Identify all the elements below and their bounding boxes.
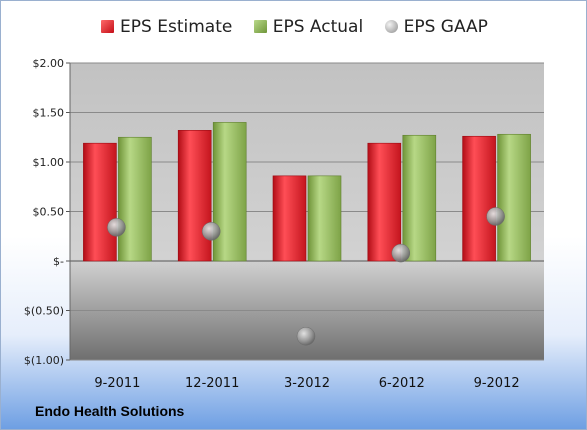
legend-swatch-eps-actual xyxy=(253,20,267,33)
marker-eps-gaap xyxy=(296,326,316,346)
y-tick-label: $0.50 xyxy=(33,206,65,219)
marker-eps-gaap xyxy=(391,243,411,263)
bar-eps-actual xyxy=(402,134,437,262)
x-tick-label: 3-2012 xyxy=(284,376,330,391)
legend-label-eps-estimate: EPS Estimate xyxy=(120,17,233,37)
bar-eps-actual xyxy=(307,175,342,262)
company-name: Endo Health Solutions xyxy=(35,403,185,419)
legend-item-eps-actual: EPS Actual xyxy=(253,17,364,37)
y-tick-label: $1.00 xyxy=(33,156,65,169)
legend-label-eps-actual: EPS Actual xyxy=(272,17,364,37)
y-tick-label: $2.00 xyxy=(33,57,65,70)
bar-eps-estimate xyxy=(367,142,402,262)
marker-eps-gaap xyxy=(201,222,221,241)
legend-item-eps-estimate: EPS Estimate xyxy=(101,17,232,37)
legend-swatch-eps-estimate xyxy=(101,20,115,33)
bar-eps-actual xyxy=(118,136,152,262)
bar-eps-estimate xyxy=(83,142,117,262)
x-tick-label: 6-2012 xyxy=(379,376,425,391)
y-tick-label: $(0.50) xyxy=(24,305,64,318)
x-tick-label: 9-2012 xyxy=(474,376,520,391)
marker-eps-gaap xyxy=(107,218,126,237)
y-tick-label: $- xyxy=(53,255,64,268)
bar-eps-actual xyxy=(212,122,247,262)
legend-swatch-eps-gaap xyxy=(384,20,398,33)
legend-item-eps-gaap: EPS GAAP xyxy=(384,17,488,37)
chart-legend: EPS Estimate EPS Actual EPS GAAP xyxy=(1,17,587,37)
bar-eps-estimate xyxy=(272,175,307,262)
y-tick-label: $1.50 xyxy=(33,107,65,120)
x-tick-label: 12-2011 xyxy=(185,376,239,391)
bar-eps-estimate xyxy=(177,130,212,262)
y-tick-label: $(1.00) xyxy=(24,354,64,367)
marker-eps-gaap xyxy=(486,207,505,226)
bar-eps-actual xyxy=(497,133,531,262)
bar-eps-estimate xyxy=(462,135,496,262)
x-tick-label: 9-2011 xyxy=(94,376,140,391)
legend-label-eps-gaap: EPS GAAP xyxy=(403,17,488,37)
